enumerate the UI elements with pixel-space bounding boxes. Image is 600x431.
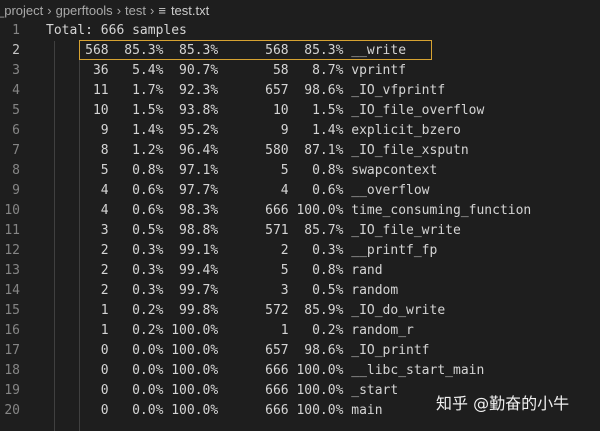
line-number: 20 [4,403,20,418]
line-number: 11 [4,223,20,238]
breadcrumb-item[interactable]: test [125,3,146,18]
line-text: 36 5.4% 90.7% 58 8.7% vprintf [46,63,407,78]
chevron-right-icon: › [47,3,52,18]
code-line[interactable]: 1 Total: 666 samples [0,21,600,41]
line-number: 5 [12,103,20,118]
line-number: 4 [12,83,20,98]
line-number: 2 [12,43,20,58]
code-line[interactable]: 5 10 1.5% 93.8% 10 1.5% _IO_file_overflo… [0,101,600,121]
line-number: 9 [12,183,20,198]
code-line[interactable]: 8 5 0.8% 97.1% 5 0.8% swapcontext [0,161,600,181]
line-text: 2 0.3% 99.7% 3 0.5% random [46,283,399,298]
code-line[interactable]: 16 1 0.2% 100.0% 1 0.2% random_r [0,321,600,341]
line-number: 12 [4,243,20,258]
line-text: 3 0.5% 98.8% 571 85.7% _IO_file_write [46,223,461,238]
text-file-icon: ≡ [158,3,166,18]
breadcrumb-item[interactable]: gperftools [55,3,113,18]
editor[interactable]: 1 Total: 666 samples 2 568 85.3% 85.3% 568… [0,21,600,421]
code-line[interactable]: 12 2 0.3% 99.1% 2 0.3% __printf_fp [0,241,600,261]
line-number: 7 [12,143,20,158]
line-number: 17 [4,343,20,358]
line-number: 8 [12,163,20,178]
line-text: 1 0.2% 100.0% 1 0.2% random_r [46,323,414,338]
chevron-right-icon: › [150,3,155,18]
line-text: 4 0.6% 98.3% 666 100.0% time_consuming_f… [46,203,532,218]
line-text: 2 0.3% 99.1% 2 0.3% __printf_fp [46,243,438,258]
code-line[interactable]: 9 4 0.6% 97.7% 4 0.6% __overflow [0,181,600,201]
chevron-right-icon: › [116,3,122,18]
line-text: 568 85.3% 85.3% 568 85.3% __write [46,43,407,58]
line-text: 0 0.0% 100.0% 666 100.0% _start [46,383,399,398]
line-number: 13 [4,263,20,278]
line-text: Total: 666 samples [46,23,187,38]
indent-guide [54,41,55,431]
breadcrumb-file[interactable]: test.txt [170,3,210,18]
watermark: 知乎 @勤奋的小牛 [436,394,570,413]
selection-highlight-box [79,40,432,60]
line-number: 15 [4,303,20,318]
code-line[interactable]: 10 4 0.6% 98.3% 666 100.0% time_consumin… [0,201,600,221]
line-number: 10 [4,203,20,218]
code-line[interactable]: 11 3 0.5% 98.8% 571 85.7% _IO_file_write [0,221,600,241]
code-line[interactable]: 19 0 0.0% 100.0% 666 100.0% _start [0,381,600,401]
code-line[interactable]: 20 0 0.0% 100.0% 666 100.0% main [0,401,600,421]
code-line[interactable]: 2 568 85.3% 85.3% 568 85.3% __write [0,41,600,61]
line-text: 0 0.0% 100.0% 657 98.6% _IO_printf [46,343,430,358]
line-text: 9 1.4% 95.2% 9 1.4% explicit_bzero [46,123,461,138]
line-number: 16 [4,323,20,338]
code-line[interactable]: 3 36 5.4% 90.7% 58 8.7% vprintf [0,61,600,81]
breadcrumb-item[interactable]: _project [0,3,44,18]
line-text: 0 0.0% 100.0% 666 100.0% __libc_start_ma… [46,363,485,378]
code-line[interactable]: 13 2 0.3% 99.4% 5 0.8% rand [0,261,600,281]
code-line[interactable]: 4 11 1.7% 92.3% 657 98.6% _IO_vfprintf [0,81,600,101]
code-line[interactable]: 18 0 0.0% 100.0% 666 100.0% __libc_start… [0,361,600,381]
line-text: 8 1.2% 96.4% 580 87.1% _IO_file_xsputn [46,143,469,158]
line-number: 6 [12,123,20,138]
indent-guide [79,41,80,431]
code-line[interactable]: 7 8 1.2% 96.4% 580 87.1% _IO_file_xsputn [0,141,600,161]
line-text: 2 0.3% 99.4% 5 0.8% rand [46,263,383,278]
line-number: 3 [12,63,20,78]
line-number: 14 [4,283,20,298]
code-line[interactable]: 14 2 0.3% 99.7% 3 0.5% random [0,281,600,301]
code-line[interactable]: 17 0 0.0% 100.0% 657 98.6% _IO_printf [0,341,600,361]
line-text: 0 0.0% 100.0% 666 100.0% main [46,403,383,418]
line-text: 10 1.5% 93.8% 10 1.5% _IO_file_overflow [46,103,485,118]
line-number: 1 [12,23,20,38]
line-text: 5 0.8% 97.1% 5 0.8% swapcontext [46,163,438,178]
code-line[interactable]: 6 9 1.4% 95.2% 9 1.4% explicit_bzero [0,121,600,141]
code-line[interactable]: 15 1 0.2% 99.8% 572 85.9% _IO_do_write [0,301,600,321]
line-number: 18 [4,363,20,378]
breadcrumb: _project › gperftools › test › ≡ test.txt [0,0,209,22]
line-text: 4 0.6% 97.7% 4 0.6% __overflow [46,183,430,198]
line-number: 19 [4,383,20,398]
line-text: 1 0.2% 99.8% 572 85.9% _IO_do_write [46,303,446,318]
line-text: 11 1.7% 92.3% 657 98.6% _IO_vfprintf [46,83,446,98]
